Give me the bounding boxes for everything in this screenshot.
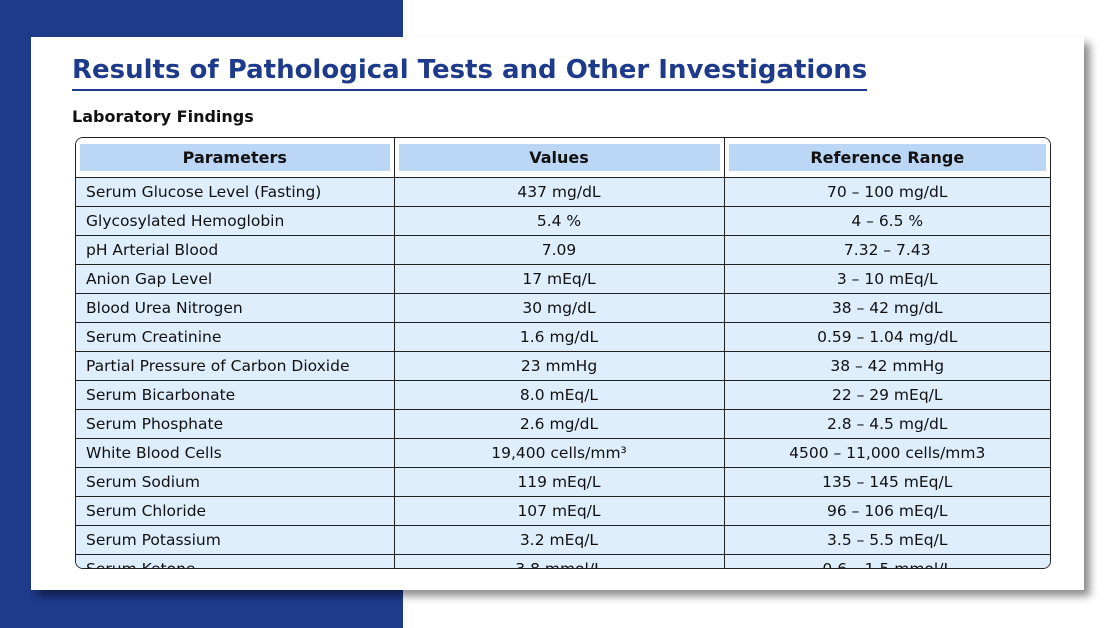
- table-row: Serum Phosphate 2.6 mg/dL 2.8 – 4.5 mg/dL: [76, 409, 1050, 439]
- cell-parameter: Anion Gap Level: [76, 264, 395, 294]
- table-row: pH Arterial Blood 7.09 7.32 – 7.43: [76, 235, 1050, 265]
- table-row: Serum Chloride 107 mEq/L 96 – 106 mEq/L: [76, 496, 1050, 526]
- table-row: Partial Pressure of Carbon Dioxide 23 mmH…: [76, 351, 1050, 381]
- cell-value: 2.6 mg/dL: [394, 409, 725, 439]
- table-row: Serum Sodium 119 mEq/L 135 – 145 mEq/L: [76, 467, 1050, 497]
- table-row: Serum Bicarbonate 8.0 mEq/L 22 – 29 mEq/L: [76, 380, 1050, 410]
- cell-value: 23 mmHg: [394, 351, 725, 381]
- cell-value: 30 mg/dL: [394, 293, 725, 323]
- cell-reference-range: 38 – 42 mmHg: [724, 351, 1050, 381]
- cell-value: 19,400 cells/mm³: [394, 438, 725, 468]
- cell-value: 17 mEq/L: [394, 264, 725, 294]
- cell-reference-range: 3.5 – 5.5 mEq/L: [724, 525, 1050, 555]
- cell-parameter: Blood Urea Nitrogen: [76, 293, 395, 323]
- cell-parameter: Serum Chloride: [76, 496, 395, 526]
- cell-reference-range: 0.6 – 1.5 mmol/L: [724, 554, 1050, 568]
- cell-reference-range: 96 – 106 mEq/L: [724, 496, 1050, 526]
- cell-value: 437 mg/dL: [394, 177, 725, 207]
- cell-parameter: Serum Glucose Level (Fasting): [76, 177, 395, 207]
- cell-value: 107 mEq/L: [394, 496, 725, 526]
- cell-reference-range: 135 – 145 mEq/L: [724, 467, 1050, 497]
- cell-reference-range: 22 – 29 mEq/L: [724, 380, 1050, 410]
- cell-value: 1.6 mg/dL: [394, 322, 725, 352]
- cell-parameter: pH Arterial Blood: [76, 235, 395, 265]
- cell-value: 8.0 mEq/L: [394, 380, 725, 410]
- column-header-reference-range: Reference Range: [724, 138, 1050, 178]
- cell-parameter: Serum Creatinine: [76, 322, 395, 352]
- lab-findings-table-container: Parameters Values Reference Range Serum …: [75, 137, 1051, 569]
- cell-reference-range: 7.32 – 7.43: [724, 235, 1050, 265]
- cell-reference-range: 38 – 42 mg/dL: [724, 293, 1050, 323]
- cell-reference-range: 4500 – 11,000 cells/mm3: [724, 438, 1050, 468]
- table-row: Blood Urea Nitrogen 30 mg/dL 38 – 42 mg/dL: [76, 293, 1050, 323]
- cell-parameter: Serum Ketone: [76, 554, 395, 568]
- cell-parameter: Serum Phosphate: [76, 409, 395, 439]
- table-row: White Blood Cells 19,400 cells/mm³ 4500 – …: [76, 438, 1050, 468]
- table-row: Glycosylated Hemoglobin 5.4 % 4 – 6.5 %: [76, 206, 1050, 236]
- table-row: Anion Gap Level 17 mEq/L 3 – 10 mEq/L: [76, 264, 1050, 294]
- column-header-parameters: Parameters: [76, 138, 395, 178]
- page-title: Results of Pathological Tests and Other …: [72, 55, 868, 91]
- table-body: Serum Glucose Level (Fasting) 437 mg/dL 70…: [76, 177, 1050, 568]
- cell-parameter: Serum Potassium: [76, 525, 395, 555]
- cell-parameter: Serum Bicarbonate: [76, 380, 395, 410]
- cell-parameter: White Blood Cells: [76, 438, 395, 468]
- content-card: Results of Pathological Tests and Other …: [31, 37, 1084, 590]
- cell-parameter: Partial Pressure of Carbon Dioxide: [76, 351, 395, 381]
- cell-value: 119 mEq/L: [394, 467, 725, 497]
- cell-reference-range: 3 – 10 mEq/L: [724, 264, 1050, 294]
- cell-parameter: Serum Sodium: [76, 467, 395, 497]
- table-row: Serum Glucose Level (Fasting) 437 mg/dL 70…: [76, 177, 1050, 207]
- cell-reference-range: 2.8 – 4.5 mg/dL: [724, 409, 1050, 439]
- table-header-row: Parameters Values Reference Range: [76, 138, 1050, 178]
- cell-value: 3.2 mEq/L: [394, 525, 725, 555]
- cell-reference-range: 0.59 – 1.04 mg/dL: [724, 322, 1050, 352]
- lab-findings-table: Parameters Values Reference Range Serum …: [76, 138, 1050, 568]
- cell-reference-range: 4 – 6.5 %: [724, 206, 1050, 236]
- cell-value: 3.8 mmol/L: [394, 554, 725, 568]
- column-header-values: Values: [394, 138, 725, 178]
- cell-value: 7.09: [394, 235, 725, 265]
- cell-value: 5.4 %: [394, 206, 725, 236]
- section-subtitle: Laboratory Findings: [72, 107, 254, 126]
- table-row: Serum Creatinine 1.6 mg/dL 0.59 – 1.04 mg/…: [76, 322, 1050, 352]
- cell-reference-range: 70 – 100 mg/dL: [724, 177, 1050, 207]
- table-row: Serum Potassium 3.2 mEq/L 3.5 – 5.5 mEq/L: [76, 525, 1050, 555]
- table-row: Serum Ketone 3.8 mmol/L 0.6 – 1.5 mmol/L: [76, 554, 1050, 568]
- cell-parameter: Glycosylated Hemoglobin: [76, 206, 395, 236]
